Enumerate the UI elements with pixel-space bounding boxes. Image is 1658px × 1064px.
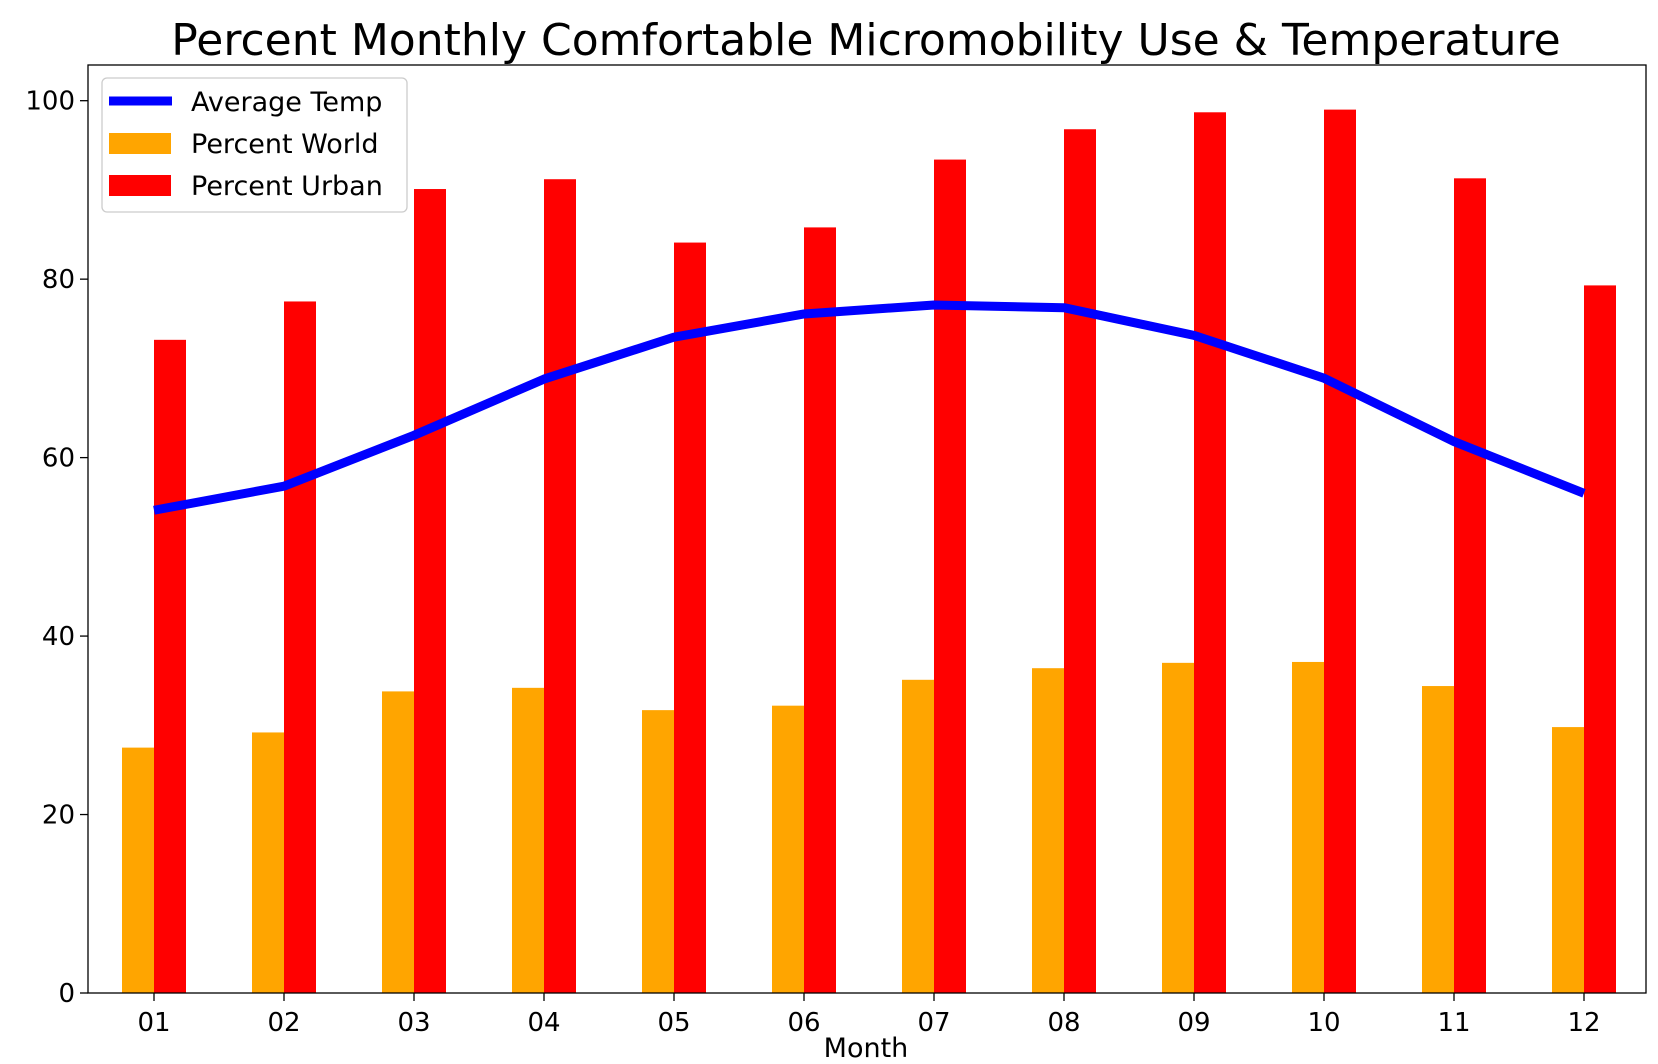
bar-percent-world-10 <box>1292 661 1324 993</box>
y-axis: 0 20 40 60 80 100 <box>25 87 88 1009</box>
bars-layer <box>122 109 1616 994</box>
y-tick-label: 80 <box>42 265 75 295</box>
bar-percent-urban-07 <box>934 159 966 994</box>
chart-title: Percent Monthly Comfortable Micromobilit… <box>171 15 1560 66</box>
legend-swatch-percent-world <box>109 133 171 154</box>
x-tick-label: 03 <box>397 1008 430 1038</box>
x-tick-label: 06 <box>787 1008 820 1038</box>
x-tick-label: 08 <box>1047 1008 1080 1038</box>
bar-percent-world-11 <box>1422 686 1454 993</box>
line-average-temp <box>153 300 1586 515</box>
x-tick-label: 10 <box>1307 1008 1340 1038</box>
legend-label-average-temp: Average Temp <box>191 87 382 118</box>
y-tick-label: 20 <box>42 801 75 831</box>
y-tick-label: 60 <box>42 444 75 474</box>
bar-percent-urban-04 <box>544 179 576 993</box>
bar-percent-world-07 <box>902 679 934 993</box>
plot-area-frame <box>87 64 1647 994</box>
legend-label-percent-world: Percent World <box>191 129 379 160</box>
legend-label-percent-urban: Percent Urban <box>191 171 383 202</box>
bar-percent-urban-09 <box>1194 112 1226 994</box>
bar-percent-urban-05 <box>674 242 706 994</box>
bar-percent-world-05 <box>642 710 674 993</box>
x-tick-label: 05 <box>657 1008 690 1038</box>
line-layer <box>153 300 1586 515</box>
x-axis: 01 02 03 04 05 06 07 08 09 10 11 12 <box>137 993 1601 1038</box>
x-tick-label: 12 <box>1567 1008 1600 1038</box>
x-tick-label: 02 <box>267 1008 300 1038</box>
x-tick-label: 07 <box>917 1008 950 1038</box>
y-tick-label: 0 <box>58 979 75 1009</box>
legend-box <box>101 77 408 213</box>
y-tick-label: 100 <box>25 87 75 117</box>
bar-percent-urban-10 <box>1324 109 1356 994</box>
x-axis-label: Month <box>824 1033 909 1064</box>
x-tick-label: 01 <box>137 1008 170 1038</box>
bar-percent-urban-12 <box>1584 285 1616 993</box>
x-tick-label: 09 <box>1177 1008 1210 1038</box>
bar-percent-world-06 <box>772 705 804 993</box>
bar-percent-urban-01 <box>154 339 186 993</box>
bar-percent-world-04 <box>512 687 544 993</box>
bar-percent-world-03 <box>382 691 414 993</box>
bar-percent-world-09 <box>1162 662 1194 993</box>
bar-percent-urban-02 <box>284 301 316 993</box>
legend-swatch-percent-urban <box>109 175 171 196</box>
bar-percent-urban-11 <box>1454 178 1486 994</box>
bar-percent-urban-03 <box>414 189 446 993</box>
bar-percent-urban-06 <box>804 227 836 993</box>
bar-percent-world-12 <box>1552 727 1584 993</box>
bar-percent-urban-08 <box>1064 129 1096 993</box>
y-tick-label: 40 <box>42 622 75 652</box>
x-tick-label: 11 <box>1437 1008 1470 1038</box>
bar-percent-world-01 <box>122 747 154 993</box>
bar-percent-world-02 <box>252 732 284 993</box>
bar-percent-world-08 <box>1032 668 1064 993</box>
legend: Average Temp Percent World Percent Urban <box>101 77 408 213</box>
x-tick-label: 04 <box>527 1008 560 1038</box>
